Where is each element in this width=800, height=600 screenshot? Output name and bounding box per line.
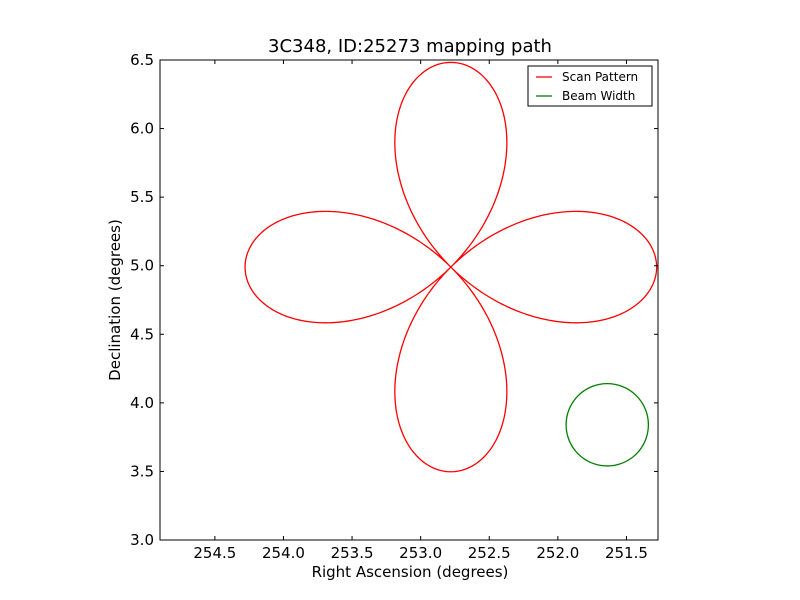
x-tick-label: 252.5 bbox=[468, 544, 511, 562]
y-tick-label: 4.0 bbox=[130, 394, 154, 412]
legend-label: Scan Pattern bbox=[562, 70, 638, 84]
x-tick-label: 251.5 bbox=[605, 544, 648, 562]
chart-title: 3C348, ID:25273 mapping path bbox=[268, 36, 552, 57]
legend-box bbox=[527, 65, 653, 107]
y-axis-label: Declination (degrees) bbox=[106, 219, 124, 381]
legend: Scan Pattern Beam Width bbox=[527, 65, 653, 107]
x-tick-label: 254.5 bbox=[193, 544, 236, 562]
y-tick-label: 6.0 bbox=[130, 120, 154, 138]
axes-frame bbox=[159, 59, 659, 541]
y-tick-label: 3.5 bbox=[130, 462, 154, 480]
scan-pattern-line bbox=[244, 61, 658, 473]
x-axis-label: Right Ascension (degrees) bbox=[312, 563, 509, 581]
y-tick-label: 4.5 bbox=[130, 325, 154, 343]
x-tick-label: 252.0 bbox=[536, 544, 579, 562]
x-tick-label: 254.0 bbox=[262, 544, 305, 562]
y-tick-label: 6.5 bbox=[130, 51, 154, 69]
y-tick-label: 5.0 bbox=[130, 257, 154, 275]
y-tick-label: 5.5 bbox=[130, 188, 154, 206]
x-tick-label: 253.0 bbox=[399, 544, 442, 562]
beam-width-circle bbox=[565, 382, 650, 467]
plot-area: 254.5 254.0 253.5 253.0 252.5 252.0 251.5 3.0 3.… bbox=[130, 51, 659, 562]
y-tick-label: 3.0 bbox=[130, 531, 154, 549]
legend-label: Beam Width bbox=[562, 89, 635, 103]
x-tick-label: 253.5 bbox=[331, 544, 374, 562]
